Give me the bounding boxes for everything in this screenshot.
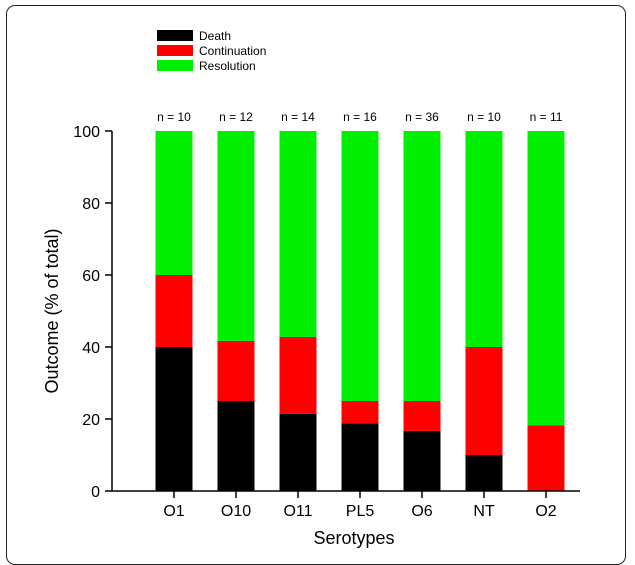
bar-segment-death [155,347,193,491]
x-tick-label: O2 [535,503,556,520]
x-tick-label: NT [473,503,495,520]
bars [155,131,565,491]
bar-segment-resolution [465,131,503,347]
legend-label: Continuation [199,44,266,58]
bar-segment-resolution [155,131,193,275]
y-tick-label: 60 [82,268,100,285]
x-axis: O1 O10 O11 PL5 O6 NT O2 [112,490,580,520]
n-label: n = 12 [219,110,253,124]
bar-segment-death [217,401,255,491]
n-label: n = 10 [157,110,191,124]
bar-segment-resolution [217,131,255,341]
n-label: n = 10 [467,110,501,124]
y-tick-label: 80 [82,196,100,213]
bar-segment-resolution [279,131,317,337]
n-label: n = 14 [281,110,315,124]
bar-segment-death [465,455,503,491]
legend-label: Death [199,29,231,43]
bar-segment-resolution [341,131,379,401]
bar-segment-continuation [279,336,317,414]
y-tick-label: 0 [91,484,100,501]
bar-segment-resolution [403,131,441,401]
bar-segment-continuation [527,425,565,491]
x-axis-title: Serotypes [313,528,394,548]
legend-swatch [157,45,193,56]
legend-label: Resolution [199,59,256,73]
legend-swatch [157,30,193,41]
bar-segment-death [403,430,441,491]
x-tick-label: O1 [163,503,184,520]
bar-segment-continuation [403,401,441,431]
n-label: n = 16 [343,110,377,124]
bar-segment-death [341,423,379,491]
x-tick-label: O6 [411,503,432,520]
bar-segment-continuation [465,347,503,455]
y-axis: 0 20 40 60 80 100 [73,124,113,501]
sample-size-labels: n = 10 n = 12 n = 14 n = 16 n = 36 n = 10 n = … [157,110,563,124]
y-tick-label: 40 [82,340,100,357]
legend-swatch [157,60,193,71]
n-label: n = 36 [405,110,439,124]
bar-segment-continuation [155,275,193,347]
bar-segment-resolution [527,131,565,426]
y-axis-title: Outcome (% of total) [42,228,62,393]
y-tick-label: 20 [82,412,100,429]
y-tick-label: 100 [73,124,100,141]
x-tick-label: O10 [221,503,251,520]
x-tick-label: O11 [283,503,312,520]
bar-segment-continuation [341,401,379,424]
bar-segment-death [279,413,317,491]
bar-segment-continuation [217,340,255,401]
n-label: n = 11 [530,110,563,124]
x-tick-label: PL5 [346,503,375,520]
